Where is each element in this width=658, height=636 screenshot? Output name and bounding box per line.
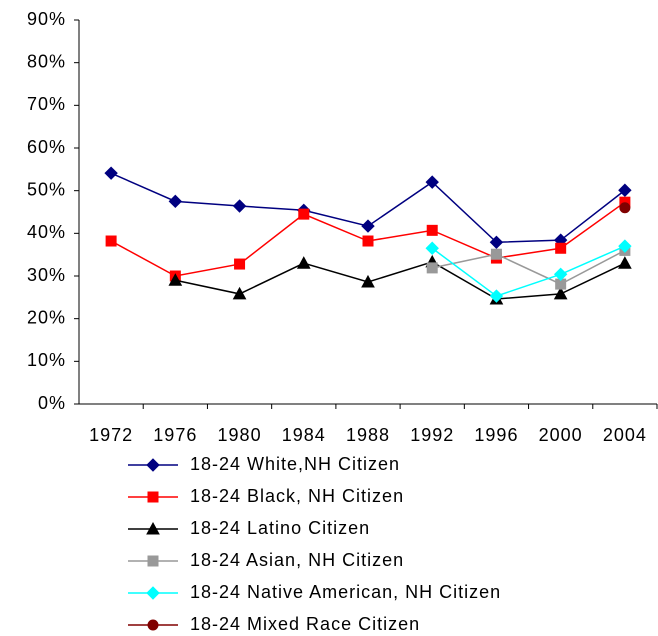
- legend-marker: [147, 619, 159, 631]
- legend-marker: [147, 555, 159, 567]
- legend-label: 18-24 Asian, NH Citizen: [190, 550, 404, 570]
- data-point: [553, 267, 568, 282]
- legend-label: 18-24 White,NH Citizen: [190, 454, 400, 474]
- data-point: [619, 202, 631, 214]
- legend-label: 18-24 Mixed Race Citizen: [190, 614, 420, 634]
- x-tick-label: 1976: [153, 425, 197, 445]
- x-tick-label: 1984: [282, 425, 326, 445]
- data-point: [426, 262, 438, 274]
- data-point: [489, 289, 504, 303]
- data-point: [362, 235, 374, 247]
- y-tick-label: 30%: [27, 265, 66, 285]
- data-point: [104, 166, 118, 180]
- data-point: [232, 286, 247, 300]
- y-tick-label: 50%: [27, 179, 66, 199]
- data-point: [425, 241, 439, 255]
- x-tick-label: 2004: [603, 425, 647, 445]
- data-point: [618, 183, 632, 197]
- data-point: [425, 175, 439, 189]
- data-point: [168, 273, 183, 286]
- y-tick-label: 10%: [27, 350, 66, 370]
- x-tick-label: 1980: [218, 425, 262, 445]
- legend-label: 18-24 Native American, NH Citizen: [190, 582, 501, 602]
- legend-marker: [147, 491, 159, 503]
- data-point: [361, 274, 375, 288]
- x-tick-label: 1988: [346, 425, 390, 445]
- data-point: [553, 286, 568, 300]
- data-point: [232, 199, 247, 213]
- series-line: [431, 245, 626, 297]
- x-tick-label: 1996: [474, 425, 518, 445]
- data-point: [234, 258, 246, 270]
- series-line: [432, 249, 626, 285]
- data-point: [105, 235, 117, 247]
- y-tick-label: 20%: [27, 307, 66, 327]
- legend-marker: [146, 521, 160, 535]
- legend-label: 18-24 Black, NH Citizen: [190, 486, 404, 506]
- data-point: [618, 239, 632, 253]
- data-point: [426, 224, 438, 236]
- data-point: [490, 248, 502, 260]
- legend-marker: [146, 458, 160, 472]
- y-tick-label: 90%: [27, 9, 66, 29]
- data-point: [296, 256, 311, 269]
- x-tick-label: 1992: [410, 425, 454, 445]
- x-tick-label: 1972: [89, 425, 133, 445]
- legend-label: 18-24 Latino Citizen: [190, 518, 370, 538]
- data-point: [168, 194, 183, 209]
- data-point: [489, 235, 504, 250]
- y-tick-label: 60%: [27, 137, 66, 157]
- series-line: [175, 261, 626, 300]
- y-tick-label: 0%: [38, 393, 66, 413]
- data-point: [361, 219, 375, 233]
- data-point: [618, 256, 632, 269]
- legend-marker: [146, 586, 160, 600]
- data-point: [555, 242, 567, 254]
- data-point: [298, 208, 310, 220]
- y-tick-label: 40%: [27, 222, 66, 242]
- y-tick-label: 80%: [27, 51, 66, 71]
- y-tick-label: 70%: [27, 94, 66, 114]
- x-tick-label: 2000: [539, 425, 583, 445]
